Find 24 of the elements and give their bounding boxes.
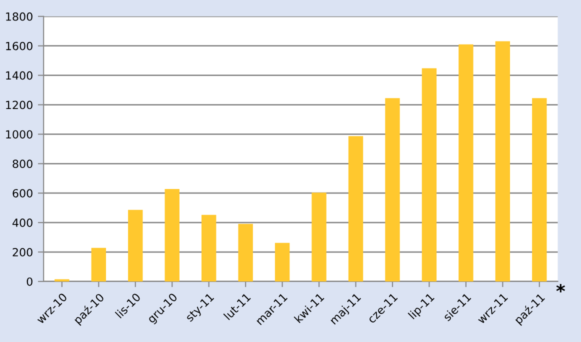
y-tick-label: 0: [26, 277, 32, 286]
bar: [348, 136, 364, 282]
bar: [312, 192, 326, 282]
bar: [238, 224, 253, 282]
y-tick-label: 1400: [6, 71, 32, 80]
text: *: [556, 284, 566, 292]
bar: [128, 210, 143, 282]
y-tick-label: 1000: [6, 130, 32, 139]
bar: [385, 98, 400, 282]
bar: [91, 248, 106, 282]
y-tick-label: 600: [12, 189, 32, 198]
y-tick-label: 1200: [6, 100, 32, 110]
bar: [495, 41, 510, 282]
y-tick-label: 1800: [6, 12, 32, 21]
y-tick-label: 800: [12, 160, 32, 168]
bar: [422, 68, 437, 282]
y-tick-label: 1600: [6, 42, 32, 50]
bar: [202, 214, 216, 282]
bar: [274, 242, 290, 282]
bar: [532, 98, 547, 282]
bar: [458, 44, 474, 282]
y-tick-label: 200: [12, 248, 32, 256]
y-tick-label: 400: [12, 218, 32, 227]
bar: [164, 188, 180, 282]
